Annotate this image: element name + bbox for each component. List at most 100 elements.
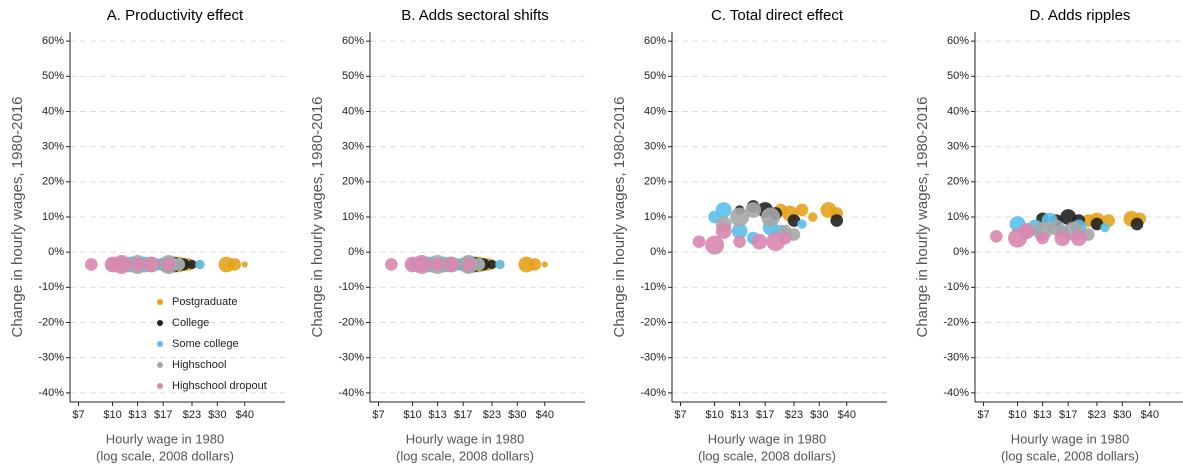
bubble — [431, 258, 444, 271]
bubble — [384, 258, 398, 271]
bubble — [228, 258, 242, 271]
bubble — [692, 235, 706, 248]
y-axis-label: Change in hourly wages, 1980-2016 — [309, 96, 326, 337]
y-tick-label: 60% — [947, 35, 969, 47]
x-axis-label: (log scale, 2008 dollars) — [396, 448, 534, 463]
y-tick-label: 10% — [947, 211, 969, 223]
x-tick-label: $40 — [1141, 409, 1159, 421]
bubble — [131, 258, 144, 271]
y-tick-label: 30% — [342, 141, 364, 153]
x-tick-label: $23 — [785, 409, 803, 421]
bubble — [412, 254, 432, 274]
bubble — [808, 212, 818, 222]
y-tick-label: 30% — [42, 141, 64, 153]
bubble — [187, 259, 197, 270]
bubble — [730, 207, 750, 227]
bubble — [1100, 222, 1110, 233]
y-tick-label: 0% — [953, 246, 969, 258]
y-tick-label: -10% — [943, 281, 969, 293]
panel-title: D. Adds ripples — [1030, 7, 1131, 24]
y-tick-label: 50% — [947, 70, 969, 82]
bubble — [715, 202, 732, 218]
y-axis-label: Change in hourly wages, 1980-2016 — [611, 96, 628, 337]
bubble — [731, 223, 748, 239]
bubble — [830, 214, 844, 227]
bubble — [989, 230, 1003, 243]
x-tick-label: $13 — [1033, 409, 1051, 421]
bubble — [84, 258, 98, 271]
x-axis-label: Hourly wage in 1980 — [708, 431, 827, 446]
x-tick-label: $10 — [103, 409, 121, 421]
y-tick-label: -30% — [640, 352, 666, 364]
legend-marker — [157, 341, 163, 347]
bubble — [112, 254, 132, 274]
bubble — [1130, 217, 1144, 231]
y-tick-label: 30% — [644, 141, 666, 153]
x-tick-label: $13 — [730, 409, 748, 421]
x-tick-label: $30 — [810, 409, 828, 421]
legend-label: Some college — [172, 338, 239, 350]
panel-title: B. Adds sectoral shifts — [401, 7, 549, 24]
bubble — [751, 233, 768, 250]
y-tick-label: 60% — [42, 35, 64, 47]
y-tick-label: 20% — [947, 176, 969, 188]
bubble — [797, 219, 807, 229]
bubble — [705, 235, 725, 255]
bubble — [733, 235, 746, 248]
y-tick-label: 0% — [48, 246, 64, 258]
bubble — [779, 231, 792, 245]
y-tick-label: 60% — [342, 35, 364, 47]
bubble — [241, 261, 248, 268]
x-axis-label: Hourly wage in 1980 — [106, 431, 225, 446]
y-tick-label: -20% — [38, 316, 64, 328]
y-tick-label: 0% — [348, 246, 364, 258]
y-tick-label: 20% — [42, 176, 64, 188]
panel-title: C. Total direct effect — [711, 7, 844, 24]
legend-marker — [157, 362, 163, 368]
legend-marker — [157, 320, 163, 326]
x-tick-label: $17 — [1059, 409, 1077, 421]
x-tick-label: $30 — [508, 409, 526, 421]
legend-label: Highschool — [172, 359, 226, 371]
x-axis-label: (log scale, 2008 dollars) — [1001, 448, 1139, 463]
y-tick-label: 30% — [947, 141, 969, 153]
y-tick-label: 50% — [644, 70, 666, 82]
y-tick-label: 10% — [342, 211, 364, 223]
panel-title: A. Productivity effect — [107, 7, 244, 24]
bubble — [1054, 230, 1071, 247]
y-tick-label: -40% — [338, 387, 364, 399]
x-tick-label: $7 — [72, 409, 84, 421]
x-tick-label: $23 — [1088, 409, 1106, 421]
y-tick-label: -40% — [38, 387, 64, 399]
bubble — [787, 214, 801, 227]
x-tick-label: $10 — [1008, 409, 1026, 421]
x-tick-label: $10 — [705, 409, 723, 421]
y-tick-label: 20% — [644, 176, 666, 188]
y-tick-label: -20% — [338, 316, 364, 328]
x-tick-label: $13 — [128, 409, 146, 421]
y-tick-label: -10% — [640, 281, 666, 293]
bubble — [745, 202, 762, 218]
bubble — [162, 258, 175, 271]
bubble — [1060, 209, 1077, 225]
legend-label: College — [172, 317, 209, 329]
y-tick-label: -20% — [640, 316, 666, 328]
x-axis-label: (log scale, 2008 dollars) — [96, 448, 234, 463]
x-tick-label: $7 — [372, 409, 384, 421]
y-tick-label: -40% — [640, 387, 666, 399]
x-tick-label: $17 — [756, 409, 774, 421]
y-tick-label: 40% — [342, 105, 364, 117]
x-axis-label: Hourly wage in 1980 — [1011, 431, 1130, 446]
x-tick-label: $30 — [208, 409, 226, 421]
x-tick-label: $40 — [838, 409, 856, 421]
bubble — [1070, 230, 1087, 247]
x-tick-label: $7 — [674, 409, 686, 421]
y-tick-label: 50% — [342, 70, 364, 82]
x-tick-label: $40 — [236, 409, 254, 421]
bubble — [1090, 217, 1104, 231]
legend-label: Postgraduate — [172, 296, 237, 308]
x-tick-label: $23 — [183, 409, 201, 421]
bubble — [487, 259, 497, 270]
y-tick-label: -20% — [943, 316, 969, 328]
